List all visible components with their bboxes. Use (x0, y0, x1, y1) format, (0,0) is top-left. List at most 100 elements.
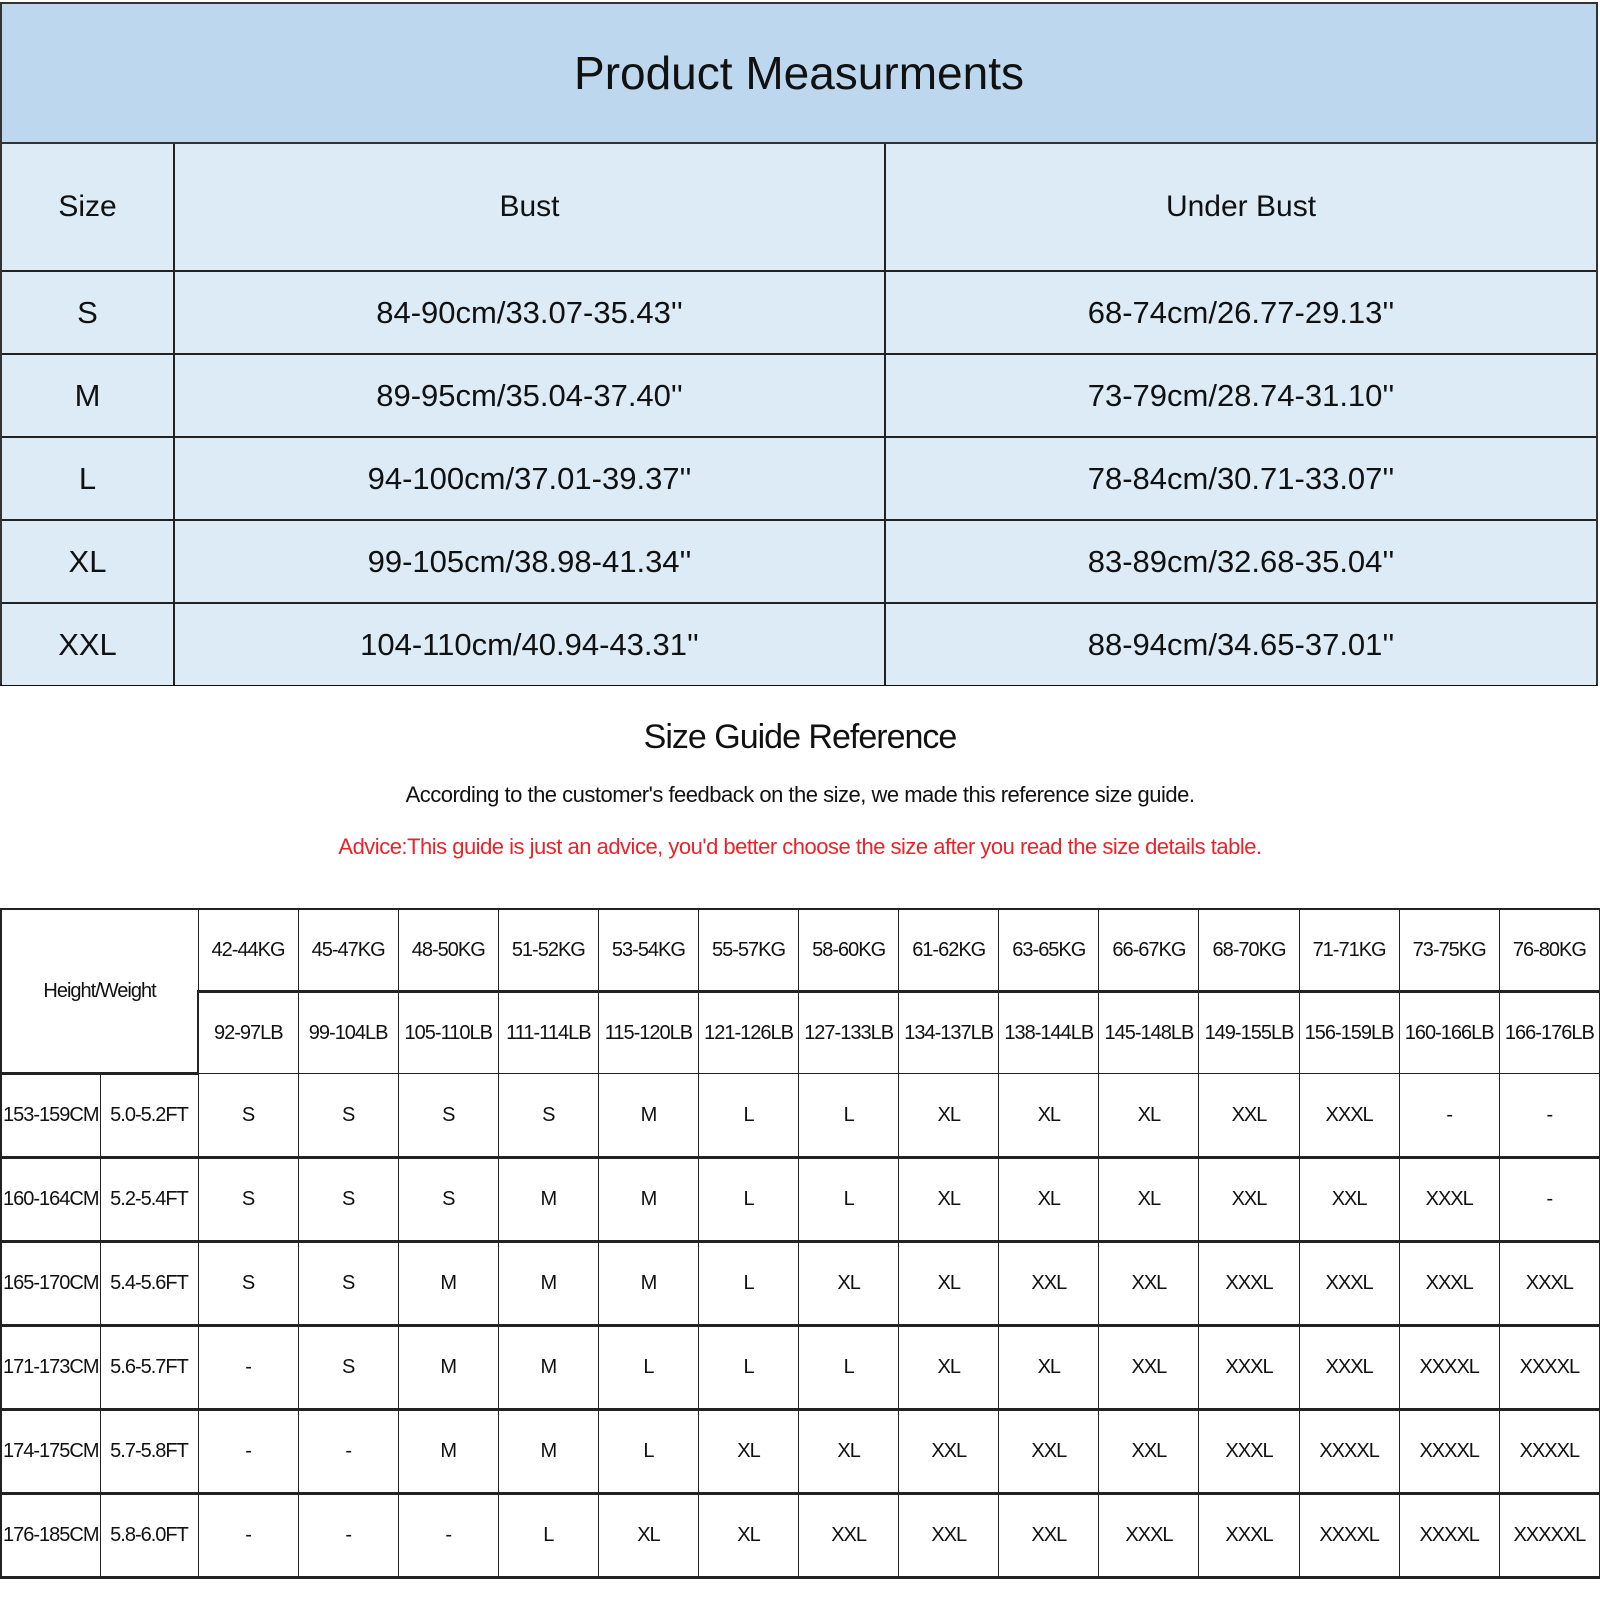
size-reference-row: 174-175CM 5.7-5.8FT - - M M L XL XL XXL XXL XXL XXXL… (0, 1409, 1600, 1495)
recommended-size-cell-text: XXXL (1425, 1272, 1474, 1294)
recommended-size-cell-text: XXXXL (1419, 1524, 1479, 1546)
height-ft-cell: 5.6-5.7FT (99, 1325, 199, 1411)
measurements-row: S 84-90cm/33.07-35.43'' 68-74cm/26.77-29.1… (2, 270, 1596, 355)
weight-lb-header-text: 134-137LB (904, 1021, 994, 1044)
bust-cell: 99-105cm/38.98-41.34'' (173, 519, 886, 604)
weight-lb-header-text: 105-110LB (404, 1021, 493, 1044)
weight-lb-header: 145-148LB (1098, 991, 1200, 1074)
weight-lb-header-text: 111-114LB (506, 1021, 591, 1044)
weight-kg-header-text: 51-52KG (511, 938, 586, 961)
weight-kg-header: 76-80KG (1498, 908, 1600, 993)
weight-lb-header-text: 145-148LB (1104, 1021, 1194, 1044)
recommended-size-cell: - (197, 1493, 299, 1579)
recommended-size-cell: XXL (1298, 1157, 1400, 1243)
measurements-row: L 94-100cm/37.01-39.37'' 78-84cm/30.71-33.… (2, 436, 1596, 521)
recommended-size-cell-text: XL (937, 1188, 960, 1210)
weight-kg-header: 71-71KG (1298, 908, 1400, 993)
recommended-size-cell-text: XXXXL (1419, 1440, 1479, 1462)
recommended-size-cell-text: XXXXL (1419, 1356, 1479, 1378)
weight-kg-header: 51-52KG (497, 908, 599, 993)
recommended-size-cell-text: M (440, 1440, 457, 1462)
recommended-size-cell: XXXL (1398, 1157, 1500, 1243)
height-ft-cell-text: 5.6-5.7FT (110, 1356, 189, 1378)
recommended-size-cell: XXL (998, 1493, 1100, 1579)
weight-lb-header-text: 121-126LB (704, 1021, 794, 1044)
recommended-size-cell: - (197, 1325, 299, 1411)
recommended-size-cell: - (297, 1493, 399, 1579)
weight-lb-header: 134-137LB (898, 991, 1000, 1074)
size-reference-table: Height/Weight 42-44KG 45-47KG 48-50KG 51-52K… (0, 908, 1600, 1579)
size-guide-intro: Size Guide Reference According to the cu… (0, 688, 1600, 908)
recommended-size-cell-text: XXL (1031, 1524, 1067, 1546)
weight-kg-header: 48-50KG (397, 908, 499, 993)
height-weight-label-text: Height/Weight (43, 979, 156, 1002)
height-weight-label: Height/Weight (0, 908, 199, 1075)
size-reference-row: 176-185CM 5.8-6.0FT - - - L XL XL XXL XXL XXL XXXL X… (0, 1493, 1600, 1579)
recommended-size-cell: M (397, 1325, 499, 1411)
recommended-size-cell: S (297, 1325, 399, 1411)
recommended-size-cell: XXXXL (1498, 1325, 1600, 1411)
recommended-size-cell: M (497, 1157, 599, 1243)
height-cm-cell-text: 171-173CM (2, 1356, 100, 1378)
recommended-size-cell: S (197, 1157, 299, 1243)
height-cm-cell-text: 153-159CM (2, 1104, 100, 1126)
weight-kg-header: 45-47KG (297, 908, 399, 993)
measurements-table: Size Bust Under Bust S 84-90cm/33.07-35.43''… (2, 144, 1596, 685)
recommended-size-cell-text: XL (1037, 1356, 1061, 1378)
recommended-size-cell-text: M (640, 1272, 658, 1294)
under-bust-cell: 78-84cm/30.71-33.07'' (884, 436, 1596, 521)
weight-lb-header-text: 156-159LB (1304, 1021, 1395, 1044)
recommended-size-cell: L (597, 1325, 699, 1411)
recommended-size-cell: S (397, 1157, 499, 1243)
weight-lb-header: 99-104LB (297, 991, 399, 1074)
recommended-size-cell: L (497, 1493, 599, 1579)
height-cm-cell-text: 160-164CM (2, 1188, 100, 1210)
recommended-size-cell: M (497, 1241, 599, 1327)
recommended-size-cell: XXL (798, 1493, 900, 1579)
recommended-size-cell-text: S (442, 1103, 455, 1126)
weight-lb-header-text: 166-176LB (1504, 1021, 1595, 1044)
recommended-size-cell: - (197, 1409, 299, 1495)
height-cm-cell: 171-173CM (0, 1325, 101, 1411)
recommended-size-cell: XXL (898, 1409, 1000, 1495)
weight-kg-header: 66-67KG (1098, 908, 1200, 993)
bust-cell: 104-110cm/40.94-43.31'' (173, 602, 886, 685)
weight-lb-header: 121-126LB (697, 991, 800, 1074)
recommended-size-cell-text: XL (637, 1524, 660, 1546)
recommended-size-cell: XL (798, 1409, 900, 1495)
recommended-size-cell-text: - (345, 1524, 352, 1546)
recommended-size-cell-text: S (341, 1188, 355, 1210)
recommended-size-cell-text: XXL (1231, 1188, 1268, 1210)
recommended-size-cell-text: - (1546, 1188, 1554, 1210)
height-cm-cell: 174-175CM (0, 1409, 101, 1495)
size-guide-subtitle: According to the customer's feedback on … (405, 782, 1195, 807)
recommended-size-cell-text: L (843, 1188, 855, 1210)
height-ft-cell-text: 5.0-5.2FT (110, 1104, 189, 1126)
recommended-size-cell: XL (998, 1157, 1100, 1243)
weight-kg-header: 58-60KG (798, 908, 900, 993)
recommended-size-cell-text: XXL (931, 1440, 967, 1462)
recommended-size-cell-text: - (445, 1524, 452, 1546)
recommended-size-cell: L (798, 1325, 900, 1411)
recommended-size-cell-text: S (341, 1272, 355, 1294)
size-guide-advice: Advice:This guide is just an advice, you… (338, 834, 1262, 859)
recommended-size-cell-text: - (245, 1524, 252, 1546)
recommended-size-cell: XXL (998, 1241, 1100, 1327)
recommended-size-cell: S (297, 1073, 399, 1159)
recommended-size-cell-text: L (743, 1188, 754, 1210)
recommended-size-cell: - (397, 1493, 499, 1579)
recommended-size-cell: XL (898, 1325, 1000, 1411)
recommended-size-cell-text: L (743, 1272, 754, 1294)
recommended-size-cell: XXXL (1298, 1073, 1400, 1159)
recommended-size-cell: XXL (998, 1409, 1100, 1495)
recommended-size-cell-text: L (643, 1356, 654, 1378)
recommended-size-cell-text: S (241, 1103, 255, 1126)
recommended-size-cell: XXXL (1198, 1493, 1300, 1579)
recommended-size-cell: XXL (898, 1493, 1000, 1579)
recommended-size-cell-text: XL (737, 1440, 760, 1462)
recommended-size-cell: L (697, 1073, 800, 1159)
weight-kg-header: 61-62KG (898, 908, 1000, 993)
recommended-size-cell-text: S (241, 1188, 255, 1210)
recommended-size-cell: XL (998, 1325, 1100, 1411)
recommended-size-cell-text: L (743, 1103, 754, 1126)
